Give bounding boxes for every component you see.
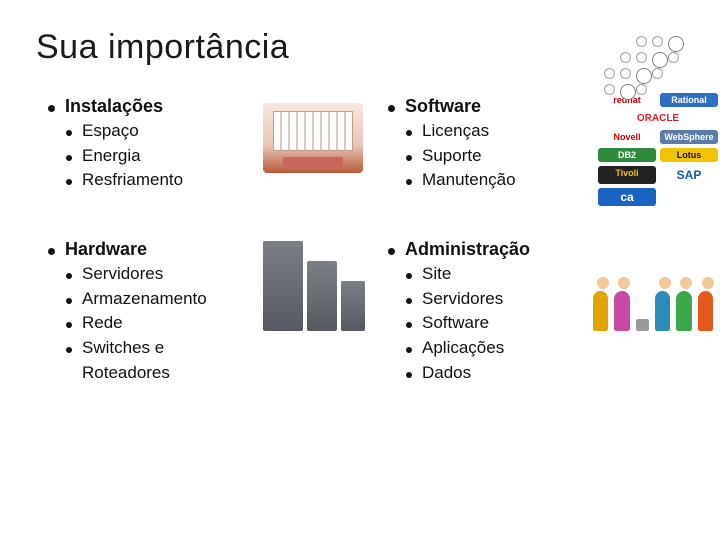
- list-item: Software: [422, 311, 489, 336]
- software-logos-icon: redhat Rational ORACLE Novell WebSphere …: [598, 93, 718, 206]
- list-item: Aplicações: [422, 336, 504, 361]
- list-item: Rede: [82, 311, 123, 336]
- corner-dot-pattern: [604, 36, 680, 96]
- list-item: Dados: [422, 361, 471, 386]
- content-grid: Instalações Espaço Energia Resfriamento …: [36, 93, 684, 385]
- logo-oracle: ORACLE: [598, 111, 718, 126]
- heading-instalacoes: Instalações: [65, 93, 163, 119]
- section-hardware: Hardware Servidores Armazenamento Rede S…: [48, 236, 248, 385]
- list-item: Suporte: [422, 144, 482, 169]
- slide: Sua importância Instalações Espaço Energ…: [0, 0, 720, 540]
- logo-lotus: Lotus: [660, 148, 718, 162]
- list-item: Espaço: [82, 119, 139, 144]
- list-item: Manutenção: [422, 168, 516, 193]
- support-team-icon: [598, 236, 708, 326]
- list-item: Armazenamento: [82, 287, 207, 312]
- logo-db2: DB2: [598, 148, 656, 162]
- heading-software: Software: [405, 93, 481, 119]
- logo-ca: ca: [598, 188, 656, 206]
- list-item: Servidores: [422, 287, 503, 312]
- section-software: Software Licenças Suporte Manutenção: [388, 93, 588, 193]
- server-racks-icon: [258, 236, 368, 326]
- logo-novell: Novell: [598, 130, 656, 144]
- heading-administracao: Administração: [405, 236, 530, 262]
- section-administracao: Administração Site Servidores Software A…: [388, 236, 588, 385]
- list-item: Resfriamento: [82, 168, 183, 193]
- logo-tivoli: Tivoli: [598, 166, 656, 184]
- heading-hardware: Hardware: [65, 236, 147, 262]
- list-item: Energia: [82, 144, 141, 169]
- logo-websphere: WebSphere: [660, 130, 718, 144]
- datacenter-cutaway-icon: [258, 93, 368, 183]
- list-item: Servidores: [82, 262, 163, 287]
- list-item: Site: [422, 262, 451, 287]
- logo-sap: SAP: [660, 166, 718, 184]
- list-item: Licenças: [422, 119, 489, 144]
- section-instalacoes: Instalações Espaço Energia Resfriamento: [48, 93, 248, 193]
- slide-title: Sua importância: [36, 28, 684, 67]
- list-item: Switches e Roteadores: [82, 336, 248, 385]
